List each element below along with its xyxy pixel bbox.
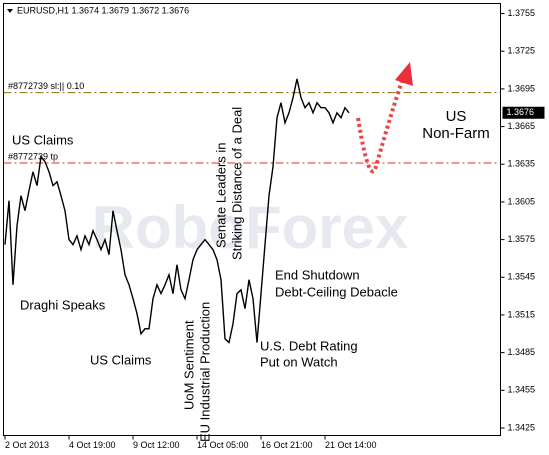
annotation: Striking Distance of a Deal (229, 107, 244, 260)
menu-triangle (7, 9, 13, 13)
y-tick-label: 1.3515 (508, 309, 536, 319)
x-tick-label: 16 Oct 21:00 (261, 440, 313, 450)
forecast-arrow (356, 77, 405, 174)
x-tick-label: 21 Oct 14:00 (325, 440, 377, 450)
watermark: RoboForex (92, 194, 409, 261)
y-tick-label: 1.3485 (508, 347, 536, 357)
y-tick-label: 1.3455 (508, 385, 536, 395)
x-tick-label: 9 Oct 12:00 (133, 440, 180, 450)
price-line (4, 78, 350, 344)
annotation: Draghi Speaks (20, 297, 106, 312)
plot-frame (3, 3, 501, 436)
annotation: Put on Watch (260, 354, 338, 369)
y-tick-label: 1.3605 (508, 196, 536, 206)
annotation: End Shutdown (275, 267, 360, 282)
annotation: US Claims (90, 352, 152, 367)
chart-title: EURUSD,H1 1.3674 1.3679 1.3672 1.3676 (17, 5, 189, 15)
level-label: #8772739 sl:|| 0.10 (8, 81, 84, 91)
annotation: Senate Leaders in (213, 142, 228, 248)
annotation: Non-Farm (422, 125, 490, 142)
y-tick-label: 1.3725 (508, 46, 536, 56)
arrow-head (395, 62, 413, 86)
y-tick-label: 1.3425 (508, 422, 536, 432)
annotation: US (446, 108, 467, 125)
y-tick-label: 1.3575 (508, 234, 536, 244)
y-tick-label: 1.3755 (508, 8, 536, 18)
level-label: #8772739 tp (8, 151, 58, 161)
x-tick-label: 14 Oct 05:00 (197, 440, 249, 450)
annotation: Debt-Ceiling Debacle (275, 284, 398, 299)
annotation: U.S. Debt Rating (260, 338, 358, 353)
annotation: UoM Sentiment (181, 320, 196, 410)
y-tick-label: 1.3665 (508, 121, 536, 131)
y-tick-label: 1.3545 (508, 272, 536, 282)
last-price-box (502, 106, 545, 119)
annotation: US Claims (12, 132, 74, 147)
x-tick-label: 4 Oct 19:00 (69, 440, 116, 450)
y-tick-label: 1.3635 (508, 159, 536, 169)
annotation: EU Industrial Production (197, 302, 212, 442)
y-tick-label: 1.3695 (508, 83, 536, 93)
last-price-label: 1.3676 (507, 107, 535, 117)
x-tick-label: 2 Oct 2013 (5, 440, 49, 450)
